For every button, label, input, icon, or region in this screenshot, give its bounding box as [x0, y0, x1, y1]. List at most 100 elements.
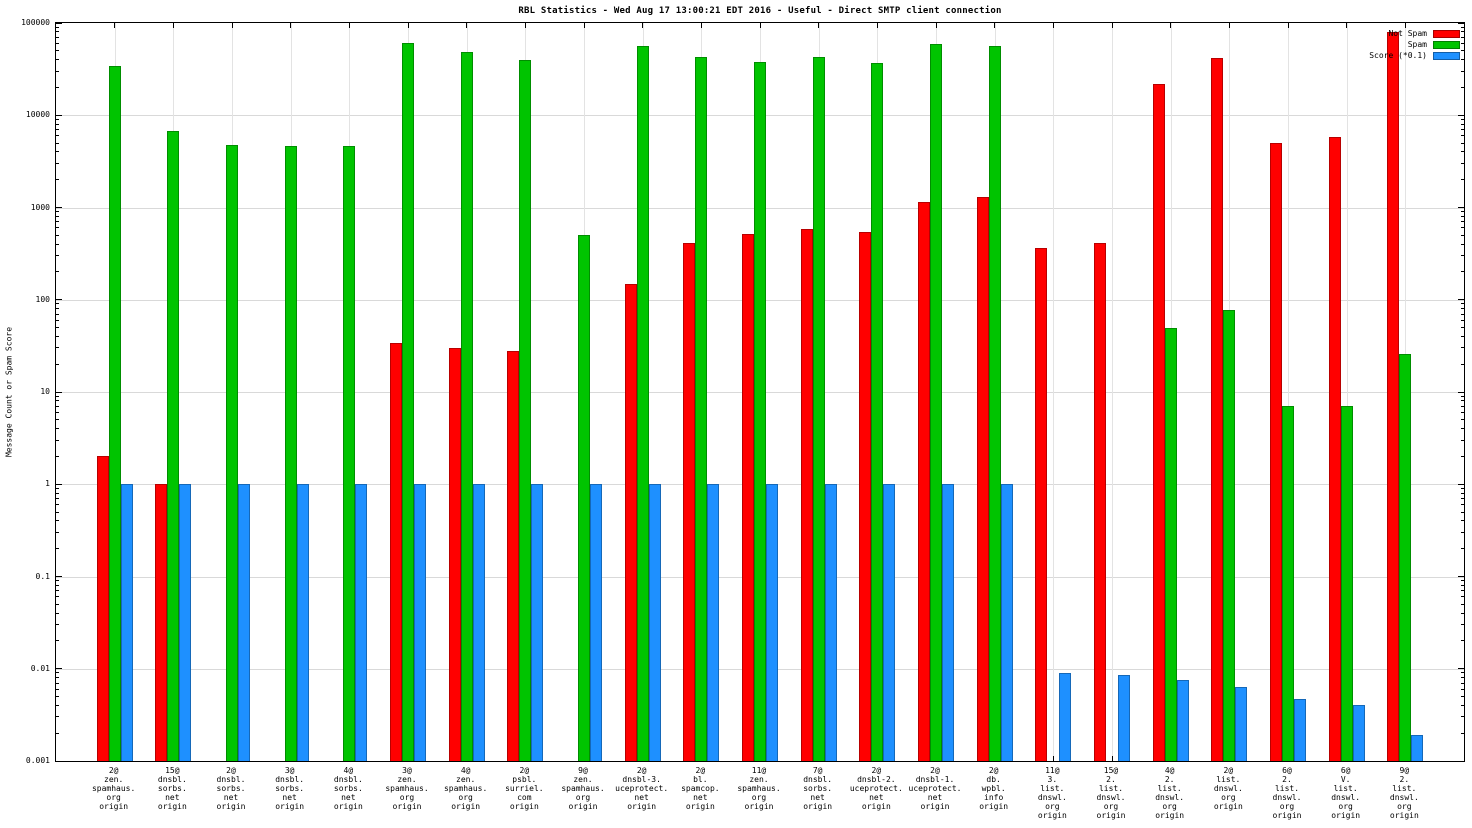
bar-spam — [402, 42, 414, 761]
x-category-label: 3@ zen. spamhaus. org origin — [385, 766, 429, 811]
bar-spam — [636, 46, 649, 761]
legend-swatch — [1433, 51, 1460, 60]
bar-not-spam — [1270, 143, 1282, 761]
y-minor-tick — [56, 308, 59, 310]
x-category-label: 6@ 2. list. dnswl. org origin — [1272, 766, 1302, 820]
y-minor-tick — [56, 498, 59, 500]
x-tick — [407, 23, 409, 28]
y-minor-tick — [1461, 86, 1464, 88]
y-major-tick — [56, 576, 62, 577]
y-minor-tick — [56, 439, 59, 441]
y-minor-tick — [56, 696, 59, 698]
y-minor-tick — [56, 455, 59, 457]
y-minor-tick — [56, 303, 59, 305]
y-minor-tick — [1461, 405, 1464, 407]
y-tick-label: 10000 — [25, 110, 50, 120]
y-minor-tick — [1461, 135, 1464, 137]
bar-not-spam — [96, 456, 109, 761]
y-minor-tick — [56, 26, 59, 28]
bar-score-0-1 — [648, 484, 661, 761]
x-tick — [1170, 23, 1172, 28]
y-minor-tick — [1461, 303, 1464, 305]
y-minor-tick — [1461, 531, 1464, 533]
y-minor-tick — [56, 255, 59, 257]
y-minor-tick — [56, 129, 59, 131]
y-minor-tick — [1461, 395, 1464, 397]
x-category-label: 2@ dnsbl-3. uceprotect. net origin — [615, 766, 669, 811]
x-category-label: 3@ dnsbl. sorbs. net origin — [275, 766, 305, 811]
y-minor-tick — [1461, 584, 1464, 586]
x-category-label: 2@ psbl. surriel. com origin — [505, 766, 544, 811]
y-minor-tick — [1461, 221, 1464, 223]
y-minor-tick — [1461, 179, 1464, 181]
plot-area — [55, 22, 1465, 762]
x-tick — [994, 23, 996, 28]
bar-score-0-1 — [707, 484, 720, 761]
bar-not-spam — [1328, 137, 1341, 761]
y-minor-tick — [1461, 70, 1464, 72]
bar-score-0-1 — [883, 484, 896, 761]
y-minor-tick — [1461, 59, 1464, 61]
x-gridline — [1112, 23, 1113, 761]
x-tick — [818, 23, 820, 28]
y-minor-tick — [1461, 677, 1464, 679]
y-minor-tick — [56, 511, 59, 513]
y-minor-tick — [1461, 492, 1464, 494]
y-minor-tick — [56, 405, 59, 407]
bar-spam — [1399, 353, 1412, 761]
x-category-label: 2@ bl. spamcop. net origin — [681, 766, 720, 811]
y-minor-tick — [56, 419, 59, 421]
x-tick — [290, 23, 292, 28]
bar-score-0-1 — [590, 484, 602, 761]
y-minor-tick — [56, 363, 59, 365]
bar-not-spam — [1387, 31, 1400, 761]
x-tick — [172, 23, 174, 28]
y-minor-tick — [56, 732, 59, 734]
y-tick-label: 0.01 — [30, 663, 50, 673]
bar-not-spam — [859, 232, 872, 761]
legend-label: Not Spam — [1388, 29, 1427, 38]
y-minor-tick — [1461, 118, 1464, 120]
bar-spam — [226, 144, 238, 761]
y-minor-tick — [56, 142, 59, 144]
x-category-label: 2@ db. wpbl. info origin — [979, 766, 1009, 811]
y-major-tick — [1458, 299, 1464, 301]
bar-not-spam — [742, 233, 754, 761]
bar-score-0-1 — [942, 484, 954, 761]
bar-spam — [167, 130, 180, 761]
y-minor-tick — [1461, 504, 1464, 506]
y-minor-tick — [1461, 487, 1464, 489]
y-minor-tick — [1461, 36, 1464, 38]
y-minor-tick — [56, 584, 59, 586]
y-minor-tick — [1461, 211, 1464, 213]
y-minor-tick — [56, 672, 59, 674]
legend-item: Not Spam — [1369, 28, 1460, 39]
y-tick-label: 10 — [40, 387, 50, 396]
y-minor-tick — [56, 395, 59, 397]
y-minor-tick — [56, 151, 59, 153]
y-minor-tick — [56, 487, 59, 489]
y-major-tick — [56, 391, 62, 393]
y-minor-tick — [1461, 455, 1464, 457]
y-minor-tick — [56, 162, 59, 164]
bar-score-0-1 — [472, 484, 485, 761]
y-minor-tick — [1461, 624, 1464, 626]
x-tick — [1346, 23, 1348, 28]
bar-spam — [1340, 406, 1353, 761]
y-minor-tick — [1461, 688, 1464, 690]
y-minor-tick — [56, 590, 59, 592]
bar-not-spam — [1035, 248, 1048, 761]
y-minor-tick — [56, 688, 59, 690]
bar-not-spam — [800, 228, 813, 761]
y-major-tick — [1458, 576, 1464, 577]
bar-score-0-1 — [1118, 675, 1130, 761]
y-minor-tick — [56, 271, 59, 273]
x-tick — [1111, 756, 1113, 761]
x-tick — [1228, 23, 1230, 28]
y-minor-tick — [56, 135, 59, 137]
x-tick — [876, 23, 878, 28]
y-tick-label: 100000 — [21, 18, 50, 27]
x-category-label: 9@ zen. spamhaus. org origin — [561, 766, 605, 811]
x-category-label: 2@ dnsbl-1. uceprotect. net origin — [908, 766, 962, 811]
